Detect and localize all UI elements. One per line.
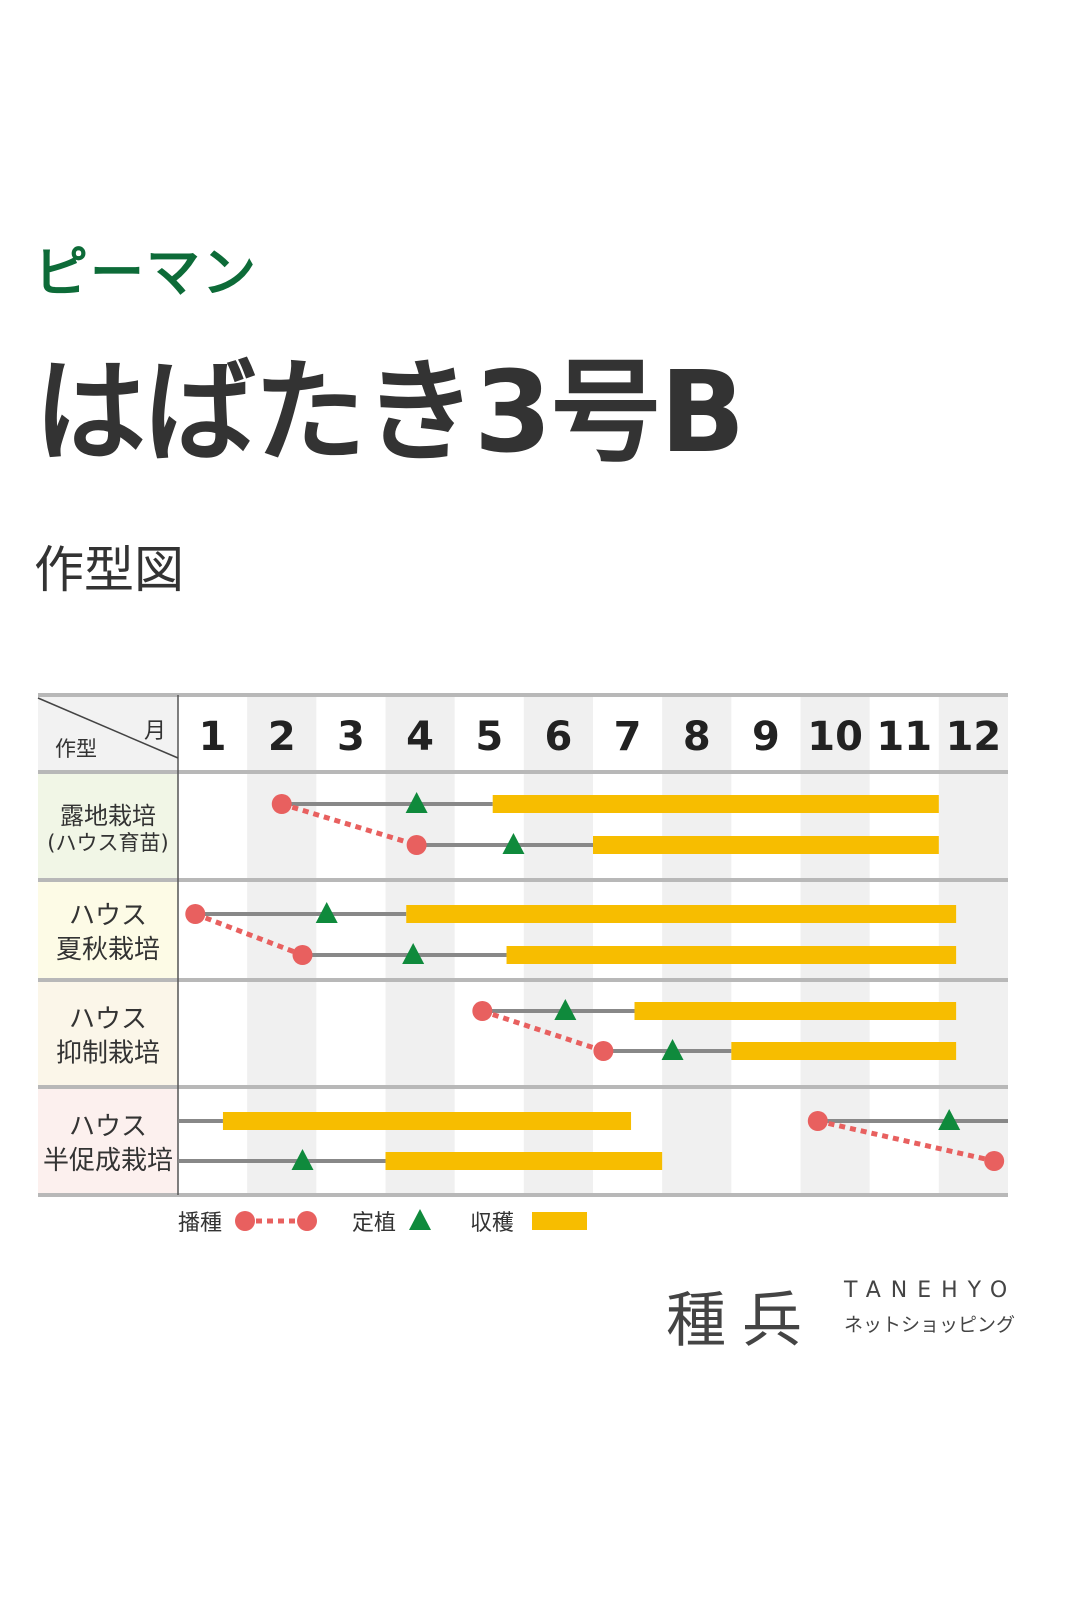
crop-category: ピーマン — [34, 241, 258, 304]
month-label: 1 — [199, 714, 227, 760]
transplant-marker — [554, 999, 577, 1020]
shaded-month-column — [800, 695, 870, 1195]
harvest-bar — [593, 836, 939, 854]
sowing-connector — [817, 1118, 995, 1164]
sowing-marker — [292, 945, 313, 965]
harvest-bar — [492, 795, 939, 813]
sowing-marker — [472, 1001, 493, 1021]
row-label-line1: ハウス — [69, 1112, 147, 1142]
row-label-line2: 夏秋栽培 — [56, 935, 160, 965]
sowing-connector — [281, 801, 418, 848]
legend-label-transplant: 定植 — [352, 1211, 396, 1236]
corner-label-month: 月 — [144, 719, 166, 744]
shaded-month-column — [523, 695, 593, 1195]
product-title: はばたき3号B — [34, 348, 745, 478]
harvest-bar — [406, 905, 957, 923]
month-label: 4 — [406, 714, 434, 760]
transplant-marker — [661, 1039, 684, 1060]
harvest-bar — [731, 1042, 957, 1060]
section-title: 作型図 — [34, 541, 184, 599]
legend-transplant-marker — [409, 1209, 431, 1230]
row-label-cell — [38, 1087, 178, 1195]
transplant-marker — [502, 833, 525, 854]
corner-label-type: 作型 — [55, 737, 97, 761]
harvest-bar — [634, 1002, 957, 1020]
row-label-line1: 露地栽培 — [60, 802, 156, 830]
legend-label-sowing: 播種 — [178, 1211, 222, 1236]
month-label: 9 — [752, 714, 780, 760]
row-label-line2: 半促成栽培 — [43, 1146, 173, 1176]
row-label-cell — [38, 772, 178, 880]
sowing-marker — [271, 794, 292, 814]
legend-harvest-bar — [532, 1212, 587, 1230]
harvest-bar — [385, 1152, 663, 1170]
transplant-marker — [938, 1109, 961, 1130]
month-label: 8 — [683, 714, 711, 760]
cropping-schedule-chart: 月作型 1 2 3 4 5 6 7 8 9 10 11 12露地栽培(ハウス育苗)ハウス夏秋栽培ハウス抑… — [37, 693, 1008, 1236]
harvest-bar — [506, 946, 957, 964]
transplant-marker — [291, 1149, 314, 1170]
month-label: 12 — [946, 714, 1002, 760]
shaded-month-column — [385, 695, 455, 1195]
row-label-line1: ハウス — [69, 1005, 147, 1035]
row-label-line2: (ハウス育苗) — [47, 831, 168, 855]
month-label: 7 — [614, 714, 642, 760]
month-label: 2 — [268, 714, 296, 760]
corner-diagonal — [37, 697, 179, 759]
shaded-month-column — [662, 695, 732, 1195]
month-label: 11 — [876, 714, 932, 760]
month-label: 3 — [337, 714, 365, 760]
legend-label-harvest: 収穫 — [470, 1211, 514, 1236]
row-label-line1: ハウス — [69, 901, 147, 931]
sowing-marker — [984, 1151, 1005, 1171]
row-label-cell — [38, 980, 178, 1087]
month-label: 5 — [475, 714, 503, 760]
harvest-bar — [222, 1112, 632, 1130]
legend-sowing-marker — [235, 1211, 255, 1231]
transplant-marker — [402, 943, 425, 964]
logo-name-jp: ネットショッピング — [844, 1314, 1016, 1336]
logo-mark: 種兵 — [666, 1286, 818, 1356]
sowing-marker — [593, 1041, 614, 1061]
transplant-marker — [405, 792, 428, 813]
logo-name-en: TANEHYO — [844, 1278, 1018, 1303]
sowing-marker — [807, 1111, 828, 1131]
sowing-marker — [185, 904, 206, 924]
sowing-connector — [194, 911, 304, 958]
legend-sowing-marker — [297, 1211, 317, 1231]
month-label: 6 — [544, 714, 572, 760]
row-label-cell — [38, 880, 178, 980]
sowing-marker — [406, 835, 427, 855]
month-label: 10 — [807, 714, 863, 760]
row-label-line2: 抑制栽培 — [56, 1039, 160, 1069]
transplant-marker — [315, 902, 338, 923]
